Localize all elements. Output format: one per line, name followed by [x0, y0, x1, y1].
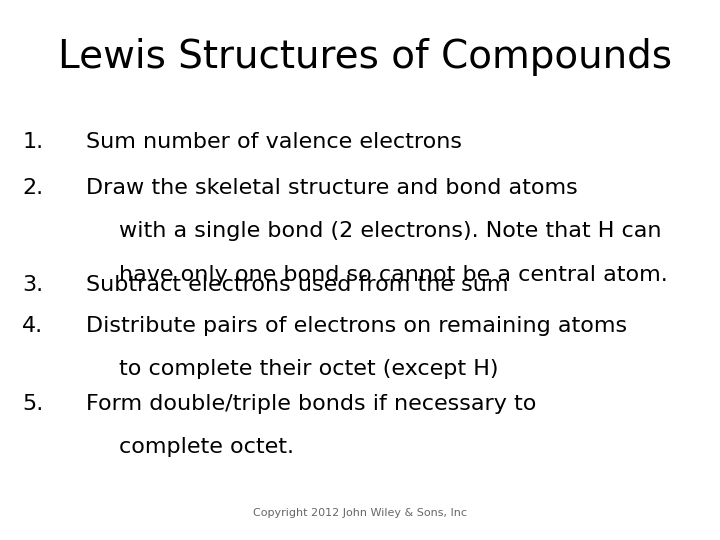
Text: 1.: 1.: [22, 132, 43, 152]
Text: Copyright 2012 John Wiley & Sons, Inc: Copyright 2012 John Wiley & Sons, Inc: [253, 508, 467, 518]
Text: 5.: 5.: [22, 394, 43, 414]
Text: Distribute pairs of electrons on remaining atoms: Distribute pairs of electrons on remaini…: [86, 316, 628, 336]
Text: complete octet.: complete octet.: [119, 437, 294, 457]
Text: 2.: 2.: [22, 178, 43, 198]
Text: 3.: 3.: [22, 275, 43, 295]
Text: Subtract electrons used from the sum: Subtract electrons used from the sum: [86, 275, 509, 295]
Text: 4.: 4.: [22, 316, 43, 336]
Text: Draw the skeletal structure and bond atoms: Draw the skeletal structure and bond ato…: [86, 178, 578, 198]
Text: with a single bond (2 electrons). Note that H can: with a single bond (2 electrons). Note t…: [119, 221, 661, 241]
Text: Sum number of valence electrons: Sum number of valence electrons: [86, 132, 462, 152]
Text: Form double/triple bonds if necessary to: Form double/triple bonds if necessary to: [86, 394, 537, 414]
Text: have only one bond so cannot be a central atom.: have only one bond so cannot be a centra…: [119, 265, 667, 285]
Text: Lewis Structures of Compounds: Lewis Structures of Compounds: [58, 38, 672, 76]
Text: to complete their octet (except H): to complete their octet (except H): [119, 359, 498, 379]
